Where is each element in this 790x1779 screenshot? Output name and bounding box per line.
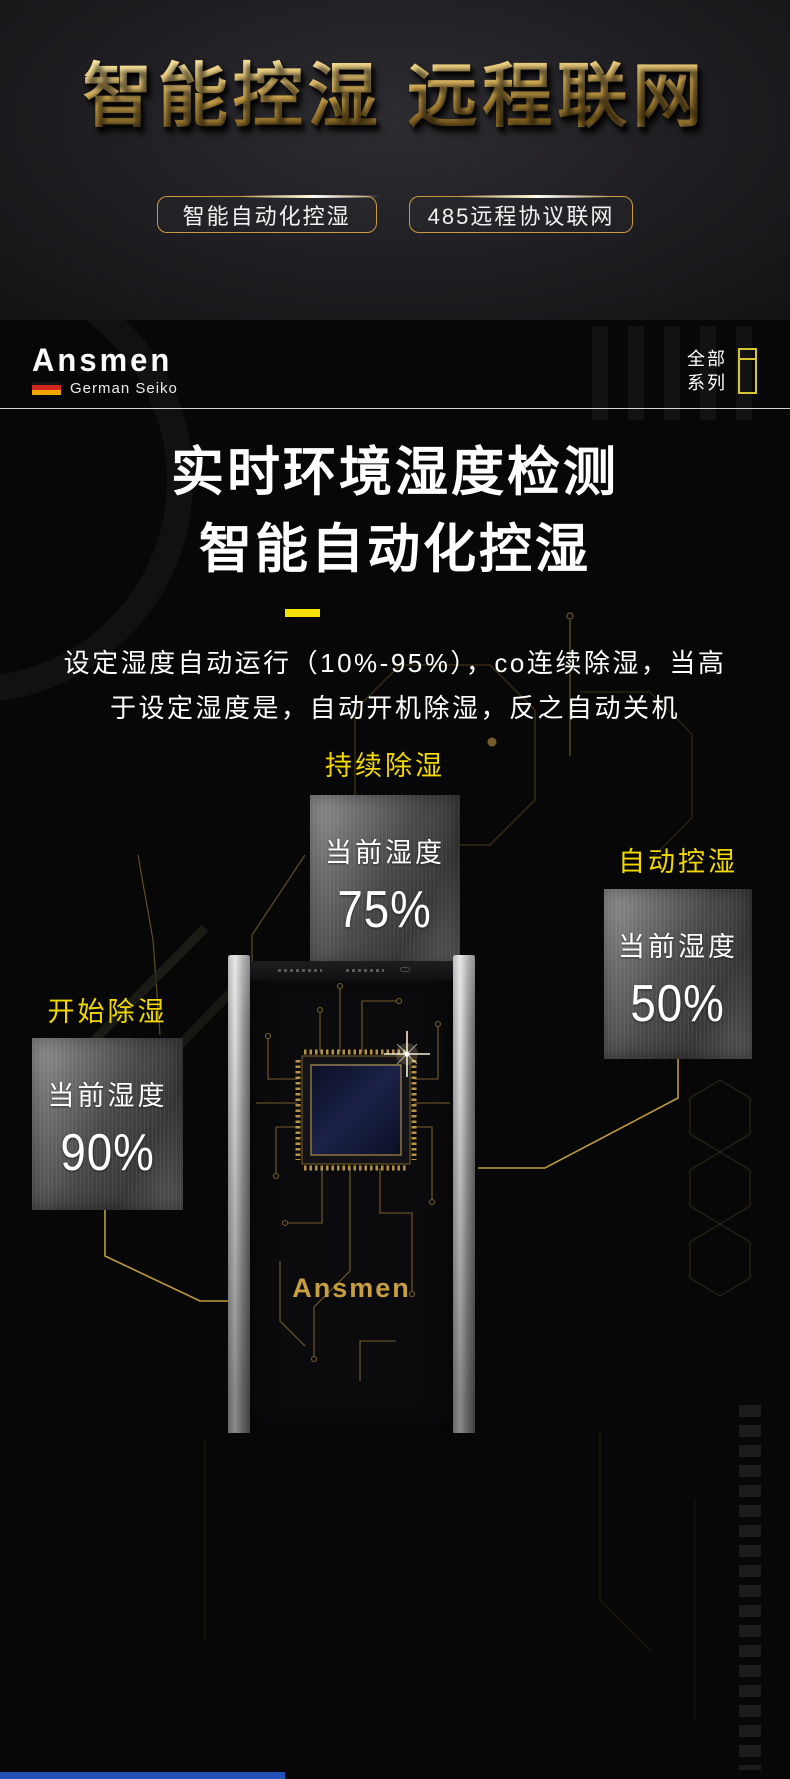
light-streak (240, 195, 380, 198)
feature-badges: 智能自动化控湿 485远程协议联网 (0, 195, 790, 233)
section-body-text: 设定湿度自动运行（10%-95%），co连续除湿，当高 于设定湿度是，自动开机除… (63, 648, 727, 723)
badge-label: 智能自动化控湿 (182, 203, 351, 229)
callout-label-continuous: 持续除湿 (325, 751, 445, 781)
humidity-value: 90% (60, 1124, 155, 1182)
series-cabinet-icon (738, 348, 757, 394)
header-divider (0, 408, 790, 409)
product-brand-logo: Ansmen (292, 1273, 411, 1303)
callout-label-start: 开始除湿 (47, 997, 168, 1027)
circuit-chip-graphic (256, 982, 450, 1381)
product-left-pillar (228, 955, 250, 1433)
product-front-panel: Ansmen (250, 961, 453, 1433)
product-right-pillar (453, 955, 475, 1433)
callout-box-continuous: 当前湿度 75% (310, 795, 460, 968)
current-humidity-label: 当前湿度 (47, 1081, 168, 1111)
brand-logo: Ansmen (32, 342, 173, 379)
product-image: Ansmen (228, 955, 475, 1433)
badge-smart-humidity: 智能自动化控湿 (156, 195, 380, 233)
current-humidity-label: 当前湿度 (618, 932, 738, 962)
page-title: 智能控湿 远程联网 (0, 48, 790, 144)
brand-subtitle: German Seiko (32, 380, 178, 397)
badge-label: 485远程协议联网 (427, 203, 615, 229)
sparkle-icon (384, 1031, 430, 1077)
humidity-value: 75% (337, 881, 433, 939)
brand-subtitle-text: German Seiko (70, 380, 178, 397)
callout-box-start: 当前湿度 90% (32, 1038, 183, 1210)
section-heading-line2: 智能自动化控湿 (199, 520, 591, 579)
badge-485-network: 485远程协议联网 (408, 195, 634, 233)
light-streak (458, 195, 611, 198)
hero-section: 智能控湿 远程联网 智能自动化控湿 485远程协议联网 (0, 0, 790, 320)
product-top-vents (250, 961, 453, 981)
section-heading-line1: 实时环境湿度检测 (171, 443, 619, 502)
nav-all-series-label: 全部 系列 (687, 349, 727, 393)
heading-accent-dash (285, 609, 320, 617)
next-section-blue-strip (0, 1772, 285, 1779)
nav-all-series[interactable]: 全部 系列 (687, 347, 757, 395)
current-humidity-label: 当前湿度 (325, 838, 445, 868)
main-section: Ansmen German Seiko 全部 系列 实时环境湿度检测 智能自动化… (0, 320, 790, 1779)
callout-label-auto: 自动控湿 (618, 847, 738, 877)
humidity-value: 50% (630, 975, 726, 1033)
german-flag-icon (32, 382, 61, 395)
callout-box-auto: 当前湿度 50% (604, 889, 752, 1059)
